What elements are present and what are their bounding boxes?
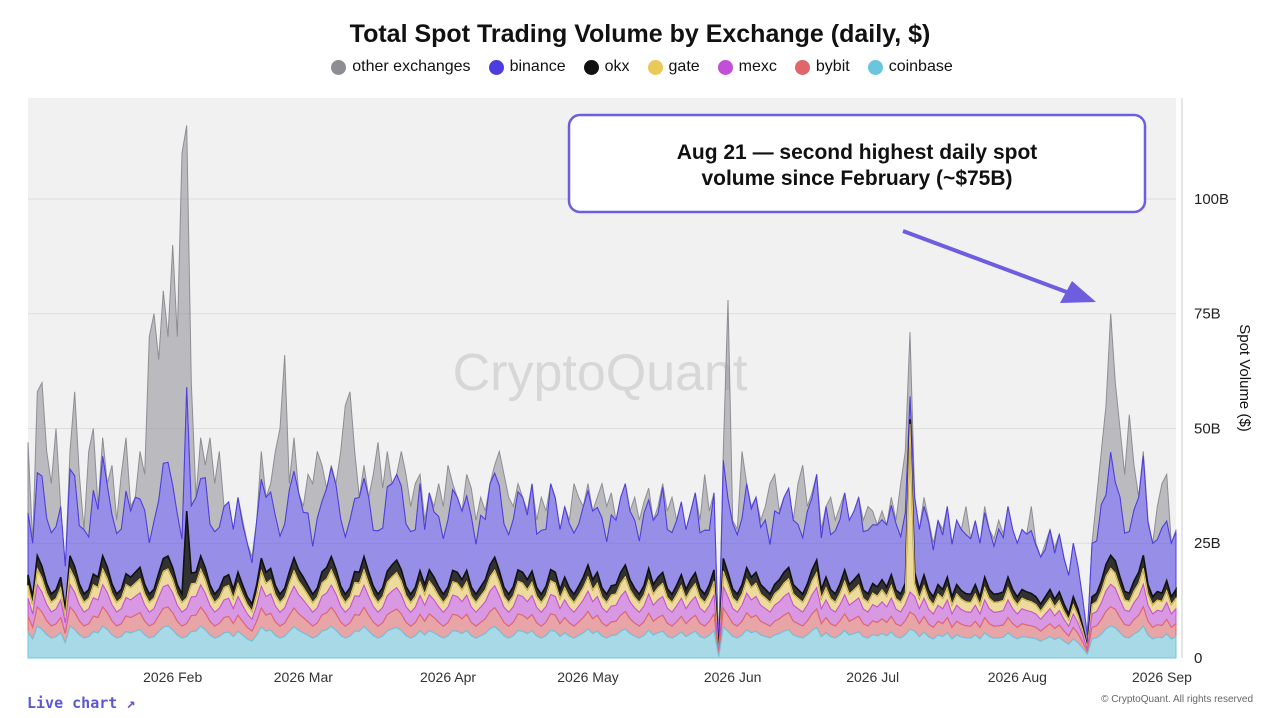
legend-swatch	[867, 59, 883, 75]
x-tick-label: 2026 Jun	[704, 669, 762, 685]
callout-line-1: Aug 21 — second highest daily spot	[677, 141, 1038, 164]
area-series-coinbase	[27, 625, 1177, 659]
x-tick-label: 2026 Jul	[846, 669, 899, 685]
legend-swatch	[331, 59, 347, 75]
x-tick-labels: 2026 Feb 2026 Mar 2026 Apr 2026 May 2026 Jun…	[143, 669, 1192, 685]
legend-item-binance[interactable]: binance	[488, 58, 566, 76]
x-tick-label: 2026 Mar	[274, 669, 333, 685]
callout-line-2: volume since February (~$75B)	[701, 167, 1012, 190]
annotation-callout: Aug 21 — second highest daily spot volum…	[567, 113, 1147, 303]
legend-swatch	[583, 59, 599, 75]
callout-arrow-head	[1060, 281, 1096, 303]
legend-label: gate	[668, 58, 700, 75]
legend-swatch	[794, 59, 810, 75]
legend-item-coinbase[interactable]: coinbase	[867, 58, 953, 76]
legend-item-mexc[interactable]: mexc	[717, 58, 777, 76]
y-axis-label: Spot Volume ($)	[1236, 324, 1253, 432]
series-areas	[27, 125, 1177, 659]
y-tick-label: 50B	[1194, 420, 1221, 437]
y-tick-label: 75B	[1194, 306, 1221, 323]
copyright-text: © CryptoQuant. All rights reserved	[1101, 694, 1253, 705]
legend-item-okx[interactable]: okx	[583, 58, 630, 76]
y-tick-label: 0	[1194, 650, 1202, 667]
legend-label: okx	[604, 58, 630, 75]
live-chart-link[interactable]: Live chart ↗	[27, 694, 136, 712]
legend-label: mexc	[738, 58, 777, 75]
x-tick-label: 2026 Feb	[143, 669, 202, 685]
legend-swatch	[488, 59, 504, 75]
legend-item-gate[interactable]: gate	[647, 58, 700, 76]
y-tick-label: 100B	[1194, 191, 1229, 208]
watermark: CryptoQuant	[453, 344, 748, 402]
x-tick-label: 2026 Apr	[420, 669, 476, 685]
legend-item-other-exchanges[interactable]: other exchanges	[331, 58, 471, 76]
legend-label: coinbase	[888, 58, 953, 75]
legend-label: bybit	[815, 58, 850, 75]
callout-arrow-shaft	[902, 229, 1073, 296]
legend-item-bybit[interactable]: bybit	[794, 58, 850, 76]
chart-legend: other exchanges binance okx gate mexc bybit co…	[0, 58, 1276, 76]
x-tick-label: 2026 May	[557, 669, 618, 685]
legend-swatch	[717, 59, 733, 75]
y-tick-labels: 0 25B 50B 75B 100B	[1194, 191, 1229, 667]
legend-label: binance	[509, 58, 566, 75]
legend-label: other exchanges	[352, 58, 471, 75]
y-tick-label: 25B	[1194, 535, 1221, 552]
legend-swatch	[647, 59, 663, 75]
callout-box	[567, 113, 1147, 214]
chart-title: Total Spot Trading Volume by Exchange (d…	[349, 20, 931, 48]
x-tick-label: 2026 Sep	[1132, 669, 1192, 685]
x-tick-label: 2026 Aug	[988, 669, 1047, 685]
